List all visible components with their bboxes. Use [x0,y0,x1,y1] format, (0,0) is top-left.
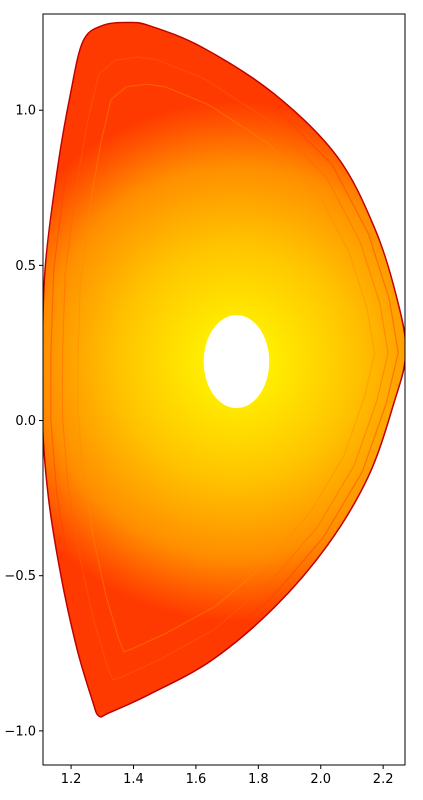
x-tick-label: 1.8 [248,772,269,787]
x-axis-ticks: 1.2 1.4 1.6 1.8 2.0 2.2 [61,765,394,787]
x-tick-label: 2.0 [310,772,331,787]
axes-frame [42,13,406,766]
y-axis-ticks: −1.0 −0.5 0.0 0.5 1.0 [4,104,43,739]
y-tick-label: 0.0 [15,414,36,429]
y-tick-label: 0.5 [15,259,36,274]
central-hole [203,315,270,409]
flux-ring [77,83,376,653]
x-tick-label: 1.4 [123,772,144,787]
flux-ring [61,56,389,681]
x-tick-label: 1.6 [186,772,207,787]
y-tick-label: 1.0 [15,104,36,119]
plot-area [43,21,405,718]
flux-surface-rings [50,36,399,702]
y-tick-label: −0.5 [4,569,36,584]
y-tick-label: −1.0 [4,724,36,739]
x-tick-label: 1.2 [61,772,82,787]
x-tick-label: 2.2 [373,772,394,787]
flux-ring [50,36,399,702]
